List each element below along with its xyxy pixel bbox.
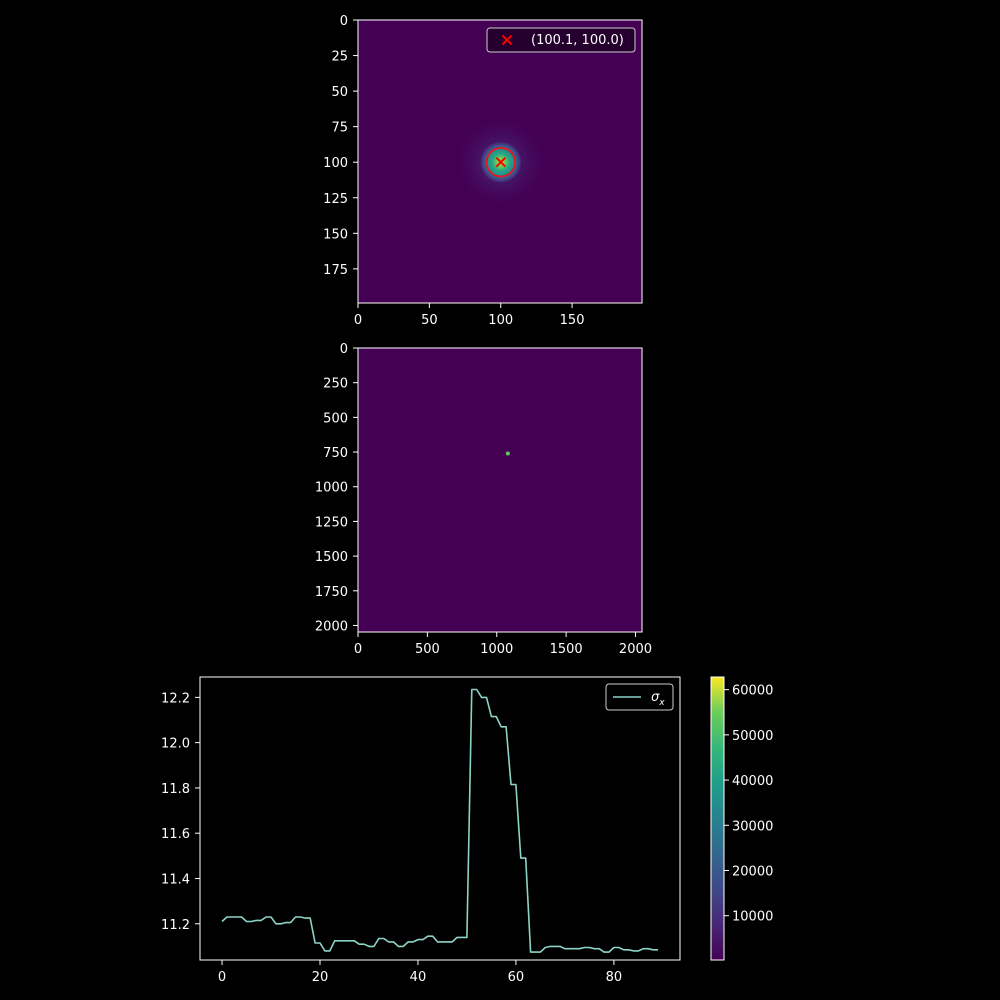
x-tick-label: 50 [421, 313, 438, 328]
y-tick-label: 25 [331, 50, 348, 65]
zoom-heatmap-legend: (100.1, 100.0) [486, 27, 636, 53]
y-tick-label: 11.4 [161, 872, 190, 887]
center-marker [495, 157, 507, 168]
line-plot-legend: σx [605, 683, 674, 711]
zoom-heatmap-frame [357, 19, 643, 304]
y-tick-label: 1000 [315, 481, 348, 496]
x-tick-label: 80 [606, 970, 623, 985]
x-tick-label: 40 [410, 970, 427, 985]
y-tick-label: 125 [323, 192, 348, 207]
x-tick-label: 1500 [550, 642, 583, 657]
x-tick-label: 150 [560, 313, 585, 328]
sigma-x-series-line [221, 688, 658, 953]
y-tick-label: 100 [323, 156, 348, 171]
y-tick-label: 1750 [315, 585, 348, 600]
marker-stroke-b [495, 157, 507, 168]
line-legend-subscript: x [658, 698, 665, 708]
full-heatmap-y-ticks: 0 250 500 750 1000 1250 1500 1750 2000 [315, 342, 358, 634]
x-tick-label: 20 [312, 970, 329, 985]
y-tick-label: 11.2 [161, 918, 190, 933]
colorbar-tick-label: 40000 [732, 774, 773, 789]
colorbar-ticks: 10000 20000 30000 40000 50000 60000 [724, 684, 773, 925]
line-plot-y-ticks: 11.2 11.4 11.6 11.8 12.0 12.2 [161, 691, 200, 933]
zoom-heatmap-x-ticks: 0 50 100 150 [354, 303, 585, 328]
line-legend-label: σx [651, 690, 665, 708]
full-heatmap-frame [357, 347, 643, 633]
x-tick-label: 100 [488, 313, 513, 328]
zoom-heatmap-y-ticks: 0 25 50 75 100 125 150 175 [323, 14, 358, 278]
line-plot-x-ticks: 0 20 40 60 80 [218, 960, 622, 985]
y-tick-label: 50 [331, 85, 348, 100]
x-tick-label: 0 [354, 642, 362, 657]
colorbar-gradient [710, 676, 725, 961]
y-tick-label: 150 [323, 227, 348, 242]
full-heatmap-x-ticks: 0 500 1000 1500 2000 [354, 632, 652, 657]
y-tick-label: 1250 [315, 515, 348, 530]
x-tick-label: 1000 [480, 642, 513, 657]
y-tick-label: 2000 [315, 619, 348, 634]
x-tick-label: 0 [218, 970, 226, 985]
line-legend-sigma: σ [651, 690, 660, 705]
y-tick-label: 1500 [315, 550, 348, 565]
x-tick-label: 0 [354, 313, 362, 328]
colorbar-tick-label: 60000 [732, 684, 773, 699]
zoom-legend-box [486, 27, 636, 53]
zoom-legend-label: (100.1, 100.0) [531, 33, 624, 48]
legend-marker-stroke-b [501, 34, 513, 46]
y-tick-label: 0 [340, 342, 348, 357]
y-tick-label: 11.6 [161, 827, 190, 842]
fit-circle [485, 146, 517, 178]
legend-x-marker-icon [501, 34, 513, 46]
full-heatmap-background [358, 348, 642, 632]
y-tick-label: 75 [331, 121, 348, 136]
full-heatmap-panel: 0 500 1000 1500 2000 0 250 500 750 1000 1250 1500 1… [315, 342, 652, 657]
y-tick-label: 750 [323, 446, 348, 461]
y-tick-label: 11.8 [161, 782, 190, 797]
y-tick-label: 12.0 [161, 737, 190, 752]
sigma-line-panel: 0 20 40 60 80 11.2 11.4 11.6 11.8 12.0 12.2 σx [161, 676, 681, 985]
x-tick-label: 2000 [619, 642, 652, 657]
y-tick-label: 250 [323, 377, 348, 392]
colorbar-tick-label: 10000 [732, 910, 773, 925]
y-tick-label: 500 [323, 411, 348, 426]
line-plot-frame [199, 676, 681, 961]
zoom-heatmap-panel: 0 50 100 150 0 25 50 75 100 125 150 175 (100.1, 10… [323, 14, 643, 328]
colorbar-tick-label: 50000 [732, 729, 773, 744]
colorbar-tick-label: 20000 [732, 864, 773, 879]
x-tick-label: 500 [415, 642, 440, 657]
y-tick-label: 12.2 [161, 691, 190, 706]
colorbar: 10000 20000 30000 40000 50000 60000 [710, 676, 773, 961]
y-tick-label: 0 [340, 14, 348, 29]
colorbar-tick-label: 30000 [732, 819, 773, 834]
full-heatmap-spot [505, 451, 510, 456]
line-plot-background [200, 677, 680, 960]
x-tick-label: 60 [508, 970, 525, 985]
y-tick-label: 175 [323, 263, 348, 278]
